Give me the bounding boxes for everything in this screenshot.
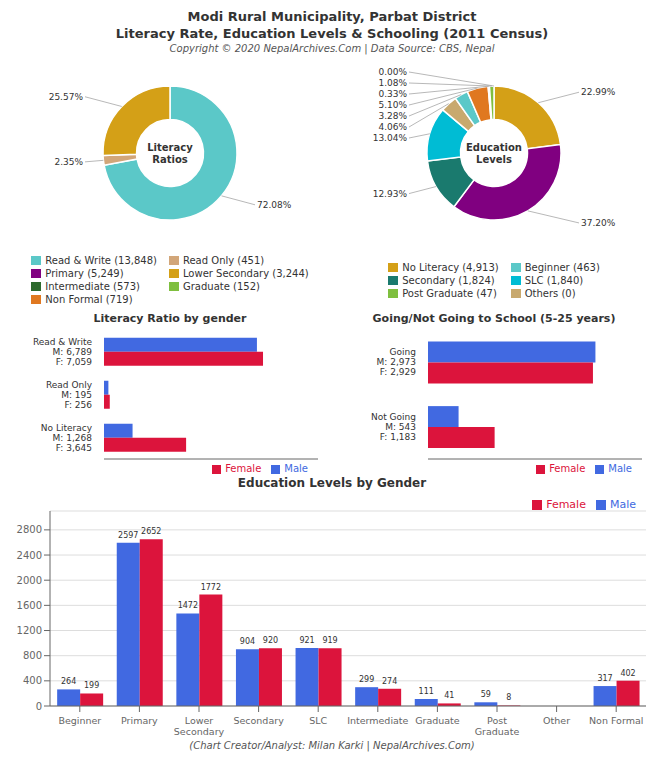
svg-text:0.33%: 0.33% [378,89,407,99]
html-text:Copyright © 2020 NepalArchives: Copyright © 2020 NepalArchives.Com | Dat… [169,43,495,54]
svg-text:SLC: SLC [309,715,327,726]
html-text:No Literacy (4,913): No Literacy (4,913) [402,261,499,273]
svg-text:2652: 2652 [141,527,161,536]
svg-text:402: 402 [620,669,635,678]
svg-text:13.04%: 13.04% [373,133,408,143]
svg-text:919: 919 [322,636,337,645]
svg-text:LiteracyRatios: LiteracyRatios [147,142,193,165]
svg-text:GoingM: 2,973F: 2,929: GoingM: 2,973F: 2,929 [377,347,417,377]
svg-text:2597: 2597 [118,531,138,540]
html-text:Male: Male [608,463,632,474]
svg-text:Primary: Primary [121,715,158,726]
svg-text:317: 317 [597,674,612,683]
svg-text:8: 8 [506,693,511,702]
svg-text:5.10%: 5.10% [378,100,407,110]
html-text:Read & Write (13,848): Read & Write (13,848) [45,255,157,266]
svg-text:Secondary: Secondary [233,715,284,726]
svg-text:299: 299 [359,675,374,684]
html-text:Literacy Ratio by gender: Literacy Ratio by gender [93,312,247,325]
svg-text:EducationLevels: EducationLevels [466,142,522,165]
html-text:Primary (5,249): Primary (5,249) [45,268,124,279]
html-text:Male: Male [609,498,636,511]
html-text:Literacy Rate, Education Level: Literacy Rate, Education Levels & School… [115,26,549,41]
html-text:(Chart Creator/Analyst: Milan: (Chart Creator/Analyst: Milan Karki | Ne… [189,740,475,751]
html-text:Going/Not Going to School (5-2: Going/Not Going to School (5-25 years) [372,312,616,325]
svg-text:Not GoingM: 543F: 1,183: Not GoingM: 543F: 1,183 [371,412,416,442]
svg-text:Read OnlyM: 195F: 256: Read OnlyM: 195F: 256 [46,380,93,410]
svg-text:25.57%: 25.57% [49,92,84,102]
html-text:Intermediate (573): Intermediate (573) [45,281,140,292]
svg-text:400: 400 [23,675,42,686]
svg-text:4.06%: 4.06% [378,122,407,132]
html-text:Others (0): Others (0) [524,287,576,299]
html-text:Lower Secondary (3,244): Lower Secondary (3,244) [183,268,309,279]
svg-text:Non Formal: Non Formal [589,715,643,726]
svg-text:920: 920 [263,636,278,645]
svg-text:Intermediate: Intermediate [347,715,408,726]
svg-text:1472: 1472 [178,601,198,610]
svg-text:3.28%: 3.28% [378,111,407,121]
svg-text:2.35%: 2.35% [54,157,83,167]
html-text:Graduate (152): Graduate (152) [183,281,260,292]
svg-text:37.20%: 37.20% [581,218,616,228]
svg-text:Beginner: Beginner [58,715,101,726]
html-text:Education Levels by Gender: Education Levels by Gender [237,476,427,490]
svg-text:72.08%: 72.08% [257,200,292,210]
svg-text:264: 264 [61,677,76,686]
svg-text:0.00%: 0.00% [378,67,407,77]
svg-text:59: 59 [481,690,491,699]
svg-text:Other: Other [543,715,570,726]
html-text:Female: Female [546,498,586,511]
svg-text:2400: 2400 [17,550,42,561]
svg-text:2000: 2000 [17,575,42,586]
svg-text:Graduate: Graduate [415,715,460,726]
svg-text:1600: 1600 [17,600,42,611]
svg-text:1.08%: 1.08% [378,78,407,88]
svg-text:904: 904 [240,637,255,646]
html-text:SLC (1,840): SLC (1,840) [524,274,584,286]
html-text:Beginner (463): Beginner (463) [524,261,600,273]
html-text:Read Only (451): Read Only (451) [183,255,265,266]
svg-text:0: 0 [36,701,42,712]
html-text:Female: Female [549,463,586,474]
svg-text:1772: 1772 [201,583,221,592]
svg-text:41: 41 [444,691,454,700]
svg-text:12.93%: 12.93% [373,189,408,199]
svg-text:199: 199 [84,681,99,690]
html-text:Non Formal (719): Non Formal (719) [45,294,133,305]
html-text:Modi Rural Municipality, Parba: Modi Rural Municipality, Parbat District [187,9,477,24]
svg-text:2800: 2800 [17,524,42,535]
svg-text:800: 800 [23,650,42,661]
html-text:Secondary (1,824): Secondary (1,824) [402,274,495,286]
svg-text:1200: 1200 [17,625,42,636]
svg-text:274: 274 [382,677,397,686]
html-text:Female: Female [225,463,262,474]
svg-text:No LiteracyM: 1,268F: 3,645: No LiteracyM: 1,268F: 3,645 [41,423,93,453]
html-text:Post Graduate (47): Post Graduate (47) [402,287,497,299]
svg-text:22.99%: 22.99% [581,87,616,97]
svg-text:LowerSecondary: LowerSecondary [174,715,225,737]
svg-text:111: 111 [419,687,434,696]
svg-text:PostGraduate: PostGraduate [475,715,520,737]
svg-text:921: 921 [299,636,314,645]
html-text:Male: Male [284,463,308,474]
svg-text:Read & WriteM: 6,789F: 7,059: Read & WriteM: 6,789F: 7,059 [33,337,93,367]
